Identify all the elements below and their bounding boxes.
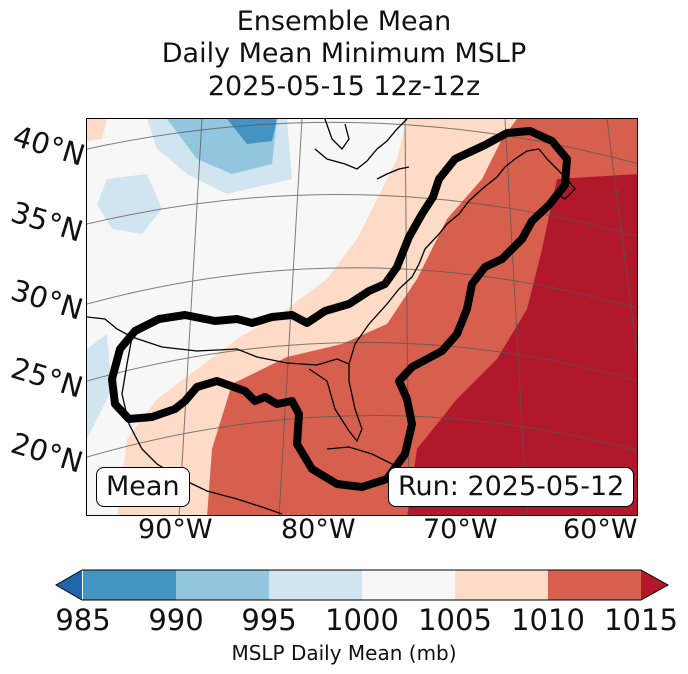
- title-line-1: Ensemble Mean: [236, 6, 452, 37]
- meridian-60w: [606, 119, 637, 358]
- colorbar-tick-990: 990: [148, 603, 204, 637]
- colorbar-tick-1010: 1010: [511, 603, 585, 637]
- colorbar-bin-990-995: [176, 570, 269, 600]
- parallel-25n: [87, 342, 637, 382]
- lat-label-40n: 40°N: [9, 118, 89, 173]
- threshold-contour: [108, 127, 571, 491]
- colorbar-bin-985-990: [83, 570, 176, 600]
- atlantic-coast: [348, 148, 540, 365]
- colorbar-outline: [54, 569, 670, 601]
- colorbar-tick-1005: 1005: [418, 603, 492, 637]
- pressure-field-995-1000-west: [97, 174, 162, 234]
- lat-label-35n: 35°N: [7, 194, 87, 249]
- colorbar-tick-985: 985: [55, 603, 111, 637]
- colorbar-bin-1005-1010: [455, 570, 548, 600]
- run-date-box: Run: 2025-05-12: [388, 467, 635, 507]
- lat-label-25n: 25°N: [7, 350, 87, 405]
- parallel-40n: [87, 121, 637, 164]
- lon-label-80w: 80°W: [281, 514, 356, 545]
- colorbar-bin-995-1000: [269, 570, 362, 600]
- map-svg: [87, 119, 637, 515]
- pressure-field-above-1015: [407, 174, 637, 515]
- lake-erie: [376, 166, 410, 180]
- title-line-2: Daily Mean Minimum MSLP: [161, 38, 527, 69]
- map-panel: [86, 118, 638, 516]
- lon-label-70w: 70°W: [423, 514, 498, 545]
- lake-michigan: [324, 119, 350, 151]
- colorbar-bin-1010-1015: [548, 570, 641, 600]
- parallel-30n: [87, 267, 637, 309]
- colorbar-extend-low: [56, 570, 82, 600]
- parallel-20n: [87, 415, 637, 458]
- colorbar-label: MSLP Daily Mean (mb): [231, 641, 457, 665]
- lat-label-30n: 30°N: [7, 272, 87, 327]
- mexico-coast: [121, 336, 283, 515]
- colorbar-tick-995: 995: [241, 603, 297, 637]
- meridian-70w: [504, 119, 528, 515]
- pressure-field-995-1000-southwest: [87, 334, 112, 439]
- lat-label-20n: 20°N: [7, 425, 87, 480]
- lon-label-60w: 60°W: [563, 514, 638, 545]
- parallel-35n: [87, 193, 637, 237]
- gulf-coast: [87, 316, 363, 443]
- lon-label-90w: 90°W: [138, 514, 213, 545]
- title-line-3: 2025-05-15 12z-12z: [207, 71, 481, 102]
- pressure-field-985-990: [227, 119, 277, 144]
- great-lakes-shore: [314, 119, 408, 170]
- colorbar-bin-1000-1005: [362, 570, 455, 600]
- mean-box: Mean: [96, 467, 190, 507]
- pressure-field-1005-1010-corner: [87, 119, 107, 141]
- graticule: [87, 119, 637, 515]
- colorbar-tick-1015: 1015: [604, 603, 678, 637]
- colorbar-extend-high: [641, 570, 668, 600]
- colorbar-tick-1000: 1000: [325, 603, 399, 637]
